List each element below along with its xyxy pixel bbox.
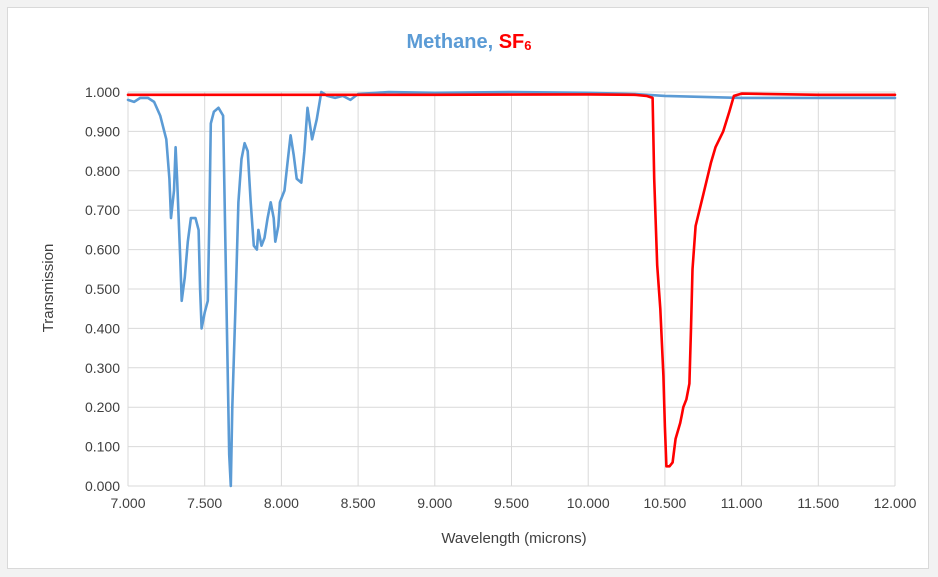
chart-title: Methane, SF6: [0, 30, 938, 58]
y-tick-label: 0.700: [85, 202, 120, 218]
y-tick-labels: 0.000 0.100 0.200 0.300 0.400 0.500 0.600 0.700…: [85, 84, 120, 494]
x-tick-label: 7.000: [110, 495, 145, 511]
y-tick-label: 0.900: [85, 123, 120, 139]
y-tick-label: 1.000: [85, 84, 120, 100]
x-tick-label: 8.000: [264, 495, 299, 511]
x-tick-label: 8.500: [341, 495, 376, 511]
y-tick-label: 0.800: [85, 163, 120, 179]
x-tick-label: 10.500: [643, 495, 686, 511]
title-part-sf: SF: [498, 31, 525, 53]
y-tick-label: 0.500: [85, 281, 120, 297]
x-tick-label: 11.000: [721, 495, 763, 511]
series-group: [126, 90, 897, 488]
x-tick-label: 7.500: [187, 495, 222, 511]
title-part-subscript: 6: [524, 38, 532, 53]
x-axis-label: Wavelength (microns): [441, 530, 586, 547]
y-axis-label: Transmission: [40, 244, 57, 333]
y-tick-label: 0.400: [85, 320, 120, 336]
y-tick-label: 0.200: [85, 399, 120, 415]
title-part-methane: Methane: [406, 31, 488, 53]
y-tick-label: 0.000: [85, 478, 120, 494]
y-tick-label: 0.600: [85, 242, 120, 258]
x-tick-labels: 7.000 7.500 8.000 8.500 9.000 9.500 10.000 10.5…: [110, 495, 916, 511]
x-tick-label: 12.000: [874, 495, 917, 511]
x-tick-label: 11.500: [797, 495, 839, 511]
chart-area: [7, 7, 929, 569]
gridlines: [127, 91, 896, 487]
series-line-sf6: [126, 92, 897, 468]
x-tick-label: 9.000: [417, 495, 452, 511]
y-tick-label: 0.300: [85, 360, 120, 376]
series-line-methane: [126, 90, 897, 488]
title-part-comma: ,: [487, 31, 499, 53]
y-tick-label: 0.100: [85, 439, 120, 455]
x-tick-label: 9.500: [494, 495, 529, 511]
x-tick-label: 10.000: [567, 495, 610, 511]
